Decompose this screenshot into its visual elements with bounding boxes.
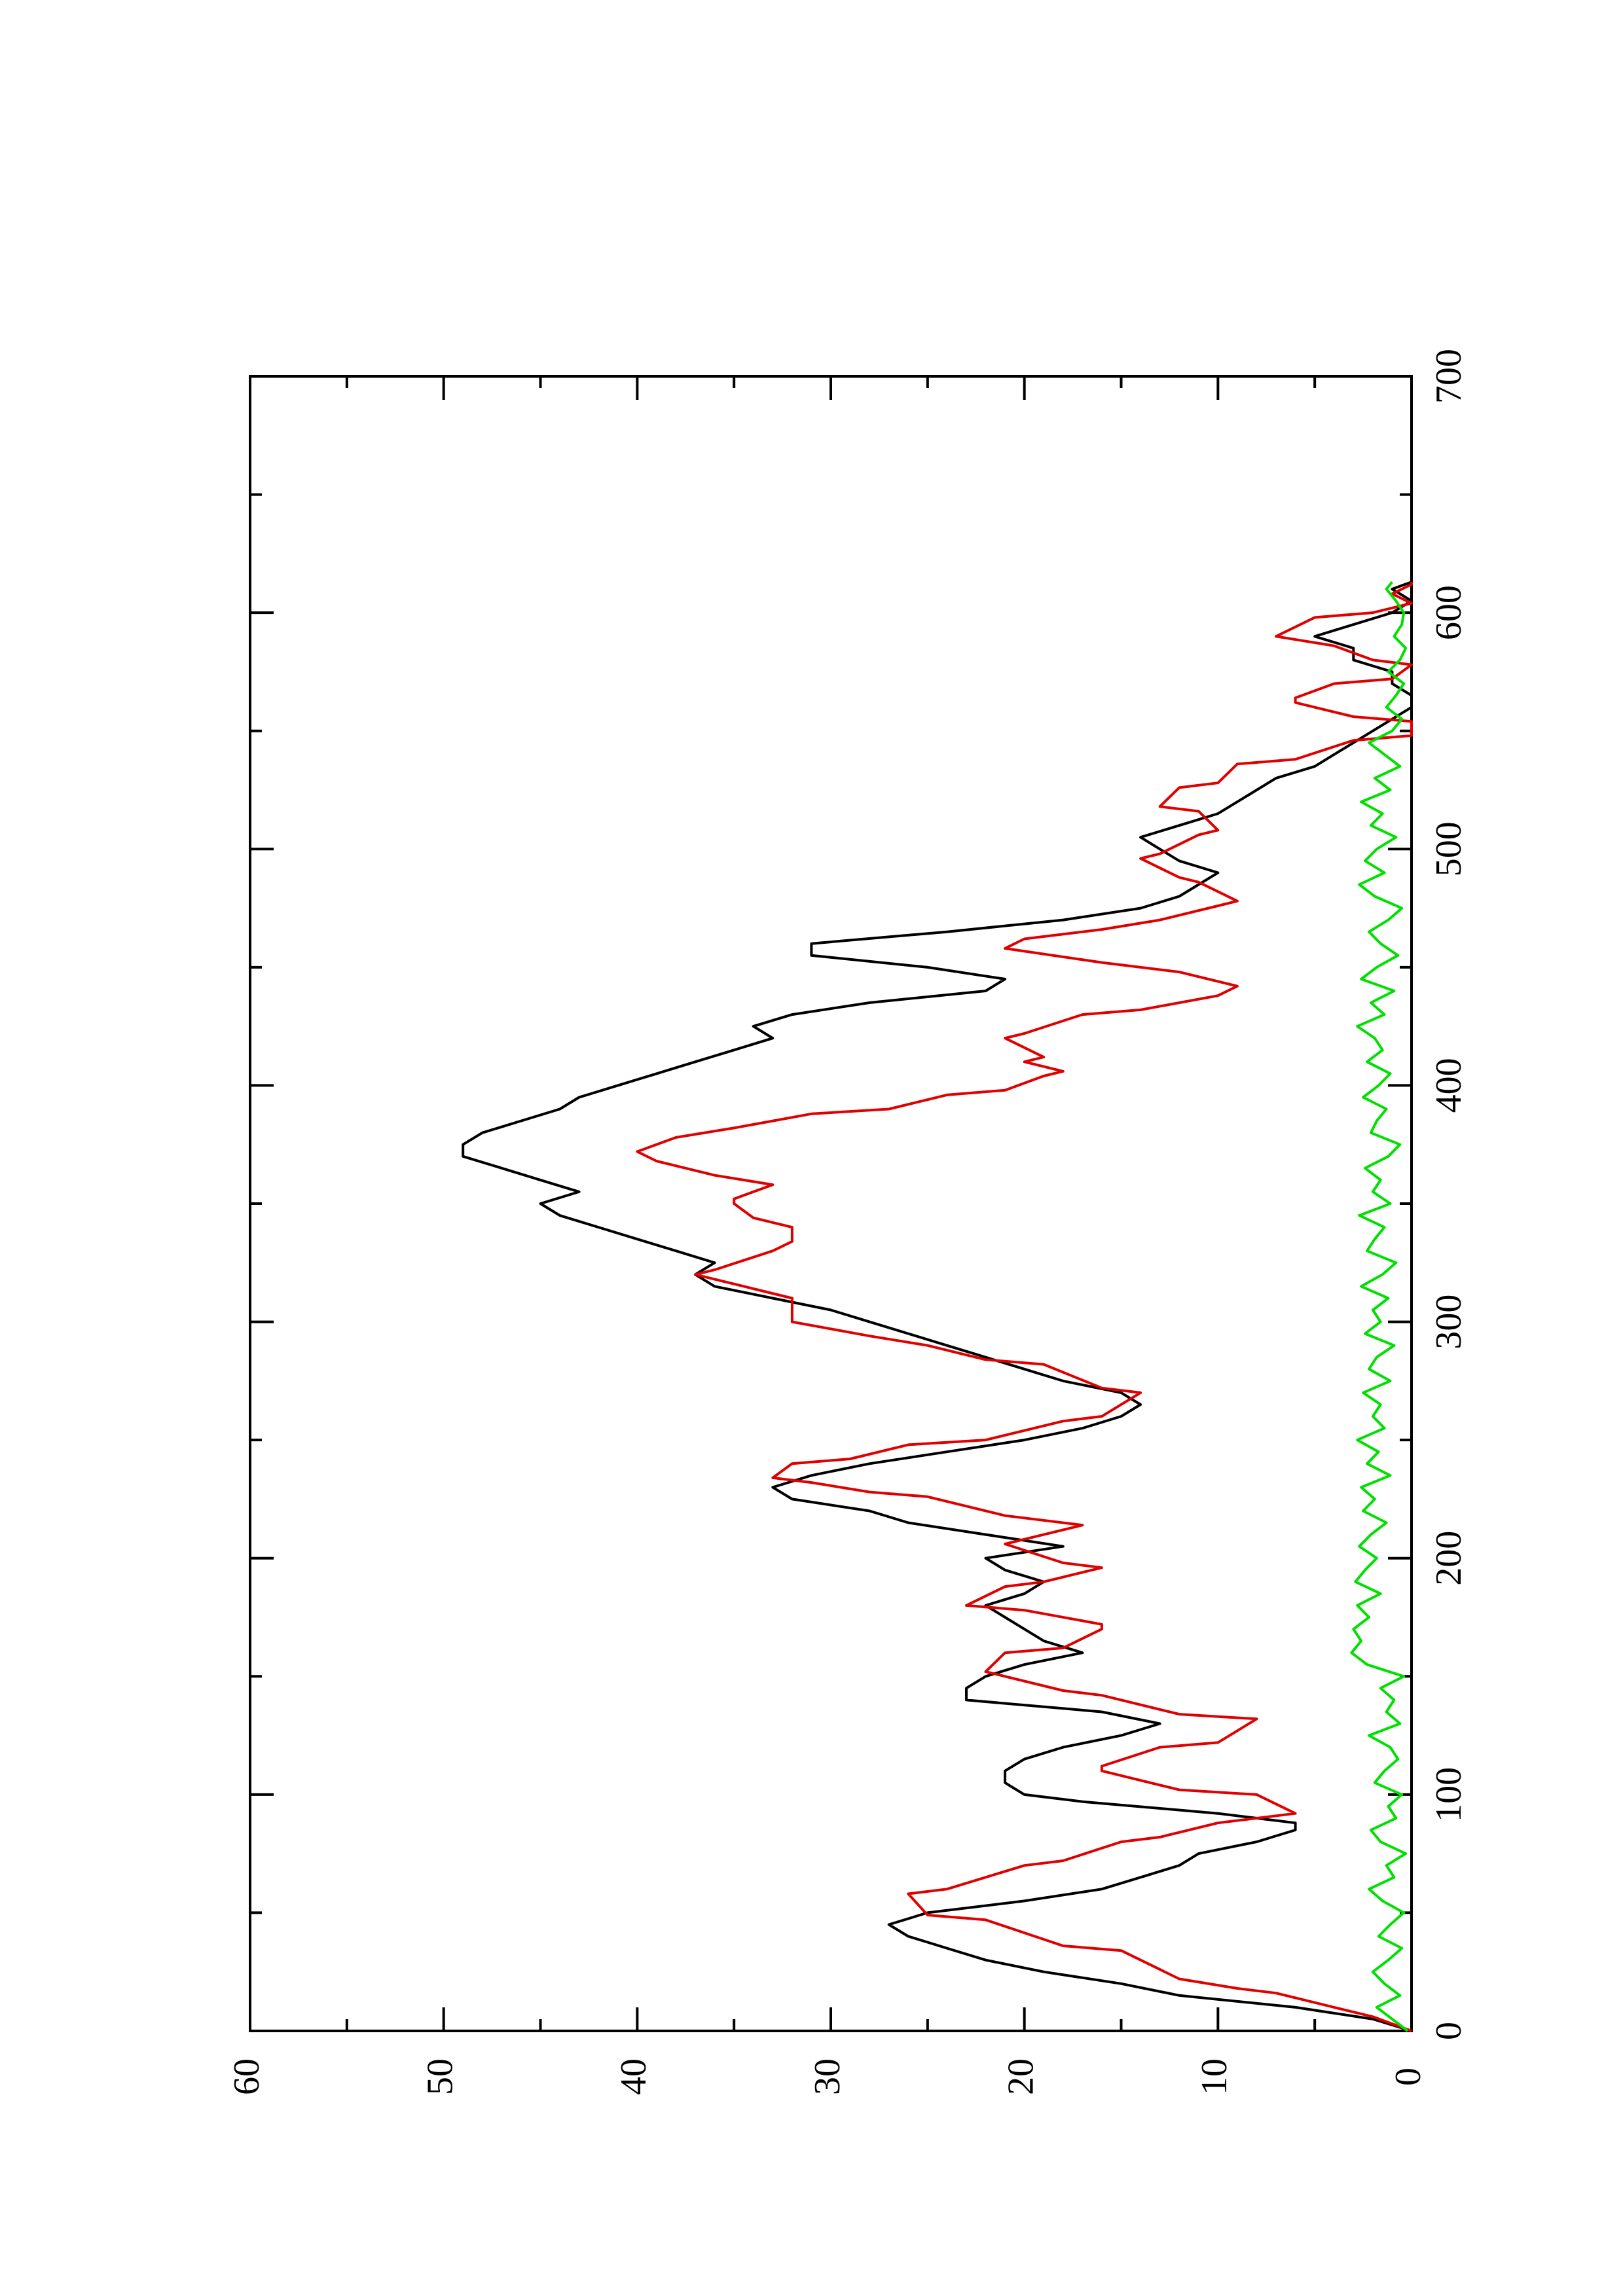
y-tick-label: 50 xyxy=(420,2058,461,2095)
y-tick-label: 30 xyxy=(807,2058,848,2095)
series-line-1 xyxy=(462,581,1413,2032)
series-layer xyxy=(462,581,1413,2032)
y-tick-label: 20 xyxy=(1001,2058,1042,2095)
x-tick-label: 700 xyxy=(1429,349,1469,404)
x-tick-label: 100 xyxy=(1429,1767,1469,1822)
x-tick-label: 0 xyxy=(1429,2022,1469,2040)
series-line-2 xyxy=(636,582,1413,2032)
ticks-layer xyxy=(249,375,1413,2032)
y-tick-label: 40 xyxy=(613,2058,654,2095)
plot-frame xyxy=(249,375,1413,2032)
x-tick-label: 200 xyxy=(1429,1531,1469,1586)
series-line-3 xyxy=(1350,581,1409,2032)
x-tick-label: 500 xyxy=(1429,821,1469,876)
labels-layer: 0 100 200 300 400 500 600 700 0 10 20 30 40 50 60 xyxy=(227,349,1469,2095)
y-tick-label: 0 xyxy=(1388,2068,1429,2086)
y-tick-label: 10 xyxy=(1194,2058,1235,2095)
x-tick-label: 600 xyxy=(1429,585,1469,640)
x-tick-label: 300 xyxy=(1429,1295,1469,1350)
x-tick-label: 400 xyxy=(1429,1058,1469,1113)
y-tick-label: 60 xyxy=(227,2058,267,2095)
